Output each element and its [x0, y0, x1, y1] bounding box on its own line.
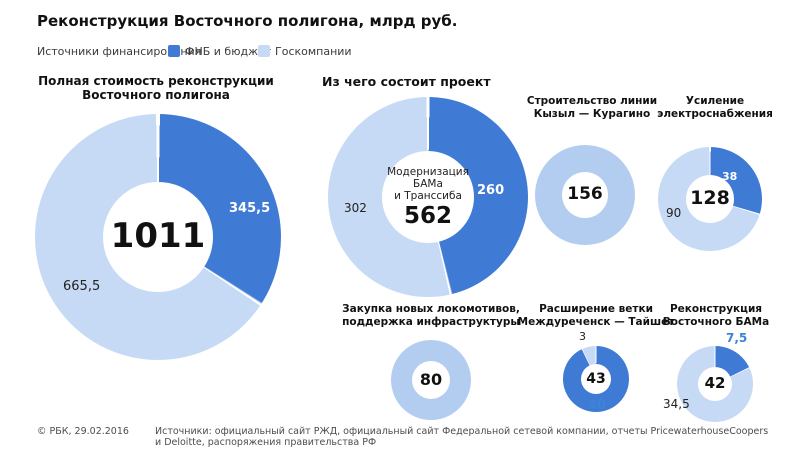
segment-label-fnb-bam: 260 — [477, 183, 505, 198]
donut-eastern-bam: 42 — [677, 346, 753, 422]
center-value-bam: 562 — [403, 202, 452, 229]
segment-label-gos-total: 665,5 — [63, 279, 101, 294]
donut-locomotives: 80 — [391, 340, 471, 420]
donut-hole: Модернизация БАМа и Транссиба 562 — [382, 151, 474, 243]
chart-title-mezhdurechensk: Расширение ветки Междуреченск — Тайшет — [517, 303, 675, 328]
donut-hole: 1011 — [103, 182, 213, 292]
center-value-eastern-bam: 42 — [704, 374, 726, 393]
center-value-total: 1011 — [110, 216, 206, 257]
legend-swatch-goskompanii — [258, 45, 270, 57]
section-title: Из чего состоит проект — [322, 74, 491, 89]
legend-item-fnb: ФНБ и бюджет — [185, 45, 272, 58]
donut-mezhdurechensk: 43 — [563, 346, 629, 412]
center-value-power: 128 — [690, 187, 730, 210]
donut-total-cost: 1011 — [35, 114, 281, 360]
donut-bam-transsib: Модернизация БАМа и Транссиба 562 — [328, 97, 528, 297]
segment-label-fnb-total: 345,5 — [229, 201, 271, 216]
segment-label-gos-bam: 302 — [344, 201, 367, 215]
center-label-bam: Модернизация БАМа и Транссиба — [387, 165, 469, 202]
segment-label-fnb-eastern-bam: 7,5 — [726, 331, 748, 345]
segment-label-gos-eastern-bam: 34,5 — [663, 397, 690, 411]
footer-sources: Источники: официальный сайт РЖД, официал… — [155, 426, 769, 448]
center-value-kyzyl: 156 — [567, 184, 603, 205]
segment-label-fnb-power: 38 — [722, 170, 738, 183]
segment-label-gos-power: 90 — [666, 206, 682, 220]
footer-copyright: © РБК, 29.02.2016 — [37, 426, 129, 437]
center-value-locomotives: 80 — [419, 369, 443, 389]
chart-title-eastern-bam: Реконструкция Восточного БАМа — [662, 303, 770, 328]
segment-label-gos-mezhdurechensk: 3 — [579, 330, 586, 343]
donut-kyzyl-kuragino: 156 — [535, 145, 635, 245]
donut-hole: 43 — [581, 364, 611, 394]
chart-title-kyzyl-kuragino: Строительство линии Кызыл — Курагино — [526, 95, 658, 120]
chart-title-locomotives: Закупка новых локомотивов, поддержка инф… — [342, 303, 520, 328]
chart-title-power-supply: Усиление электроснабжения — [657, 95, 773, 120]
segment-label-fnb-mezhdurechensk: 40 — [588, 398, 607, 413]
legend-label: Источники финансирования — [37, 45, 202, 58]
donut-hole: 42 — [698, 367, 732, 401]
legend-swatch-fnb — [168, 45, 180, 57]
legend-item-goskompanii: Госкомпании — [275, 45, 352, 58]
donut-hole: 80 — [412, 361, 450, 399]
page-title: Реконструкция Восточного полигона, млрд … — [37, 12, 458, 30]
donut-hole: 128 — [686, 175, 734, 223]
donut-power-supply: 128 — [658, 147, 762, 251]
chart-title-total-cost: Полная стоимость реконструкции Восточног… — [38, 74, 274, 102]
donut-hole: 156 — [562, 172, 608, 218]
center-value-mezhdurechensk: 43 — [586, 370, 606, 387]
